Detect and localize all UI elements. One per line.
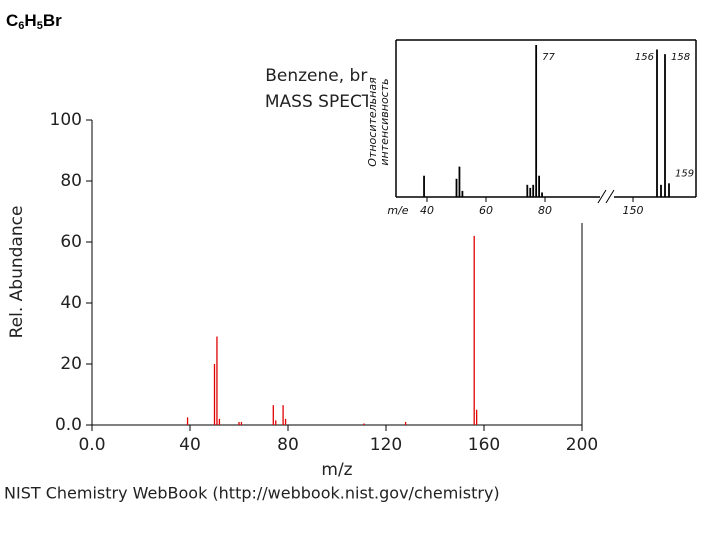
x-tick-label: 0.0 xyxy=(78,435,105,455)
y-tick-label: 0.0 xyxy=(55,415,82,435)
x-tick-label: 40 xyxy=(179,435,201,455)
inset-x-axis-label: m/e xyxy=(387,204,408,217)
x-tick-label: 200 xyxy=(566,435,598,455)
formula: C6H5Br xyxy=(6,11,62,31)
inset-x-tick-label: 60 xyxy=(479,204,493,217)
y-axis-label: Rel. Abundance xyxy=(7,206,27,339)
formula-subscript: 5 xyxy=(37,20,43,32)
y-tick-label: 80 xyxy=(60,171,82,191)
y-tick-label: 60 xyxy=(60,232,82,252)
peak-label: 156 xyxy=(635,52,654,63)
peak-label: 159 xyxy=(675,168,694,179)
x-axis-label: m/z xyxy=(321,460,352,480)
inset-x-tick-label: 80 xyxy=(538,204,552,217)
inset-x-tick-label: 150 xyxy=(623,204,644,217)
y-tick-label: 40 xyxy=(60,293,82,313)
inset-y-axis-label: Относительная xyxy=(366,77,379,167)
formula-part: Br xyxy=(43,11,62,30)
y-tick-label: 20 xyxy=(60,354,82,374)
source: NIST Chemistry WebBook (http://webbook.n… xyxy=(4,484,500,503)
x-tick-label: 160 xyxy=(468,435,500,455)
main-chart: Benzene, bromo-MASS SPECTRUM0.0204060801… xyxy=(7,66,598,480)
inset-x-tick-label: 40 xyxy=(420,204,434,217)
axis-break xyxy=(597,189,615,204)
formula-subscript: 6 xyxy=(18,20,24,32)
x-tick-label: 120 xyxy=(370,435,402,455)
inset-y-axis-label: интенсивность xyxy=(378,78,391,165)
y-tick-label: 100 xyxy=(50,110,82,130)
formula-part: H xyxy=(24,11,36,30)
peak-label: 77 xyxy=(542,52,555,63)
formula-part: C xyxy=(6,11,18,30)
x-tick-label: 80 xyxy=(277,435,299,455)
peak-label: 158 xyxy=(671,52,690,63)
inset-chart: 40 60 80 150 m/e Относительная интенсивность 77… xyxy=(366,38,698,223)
